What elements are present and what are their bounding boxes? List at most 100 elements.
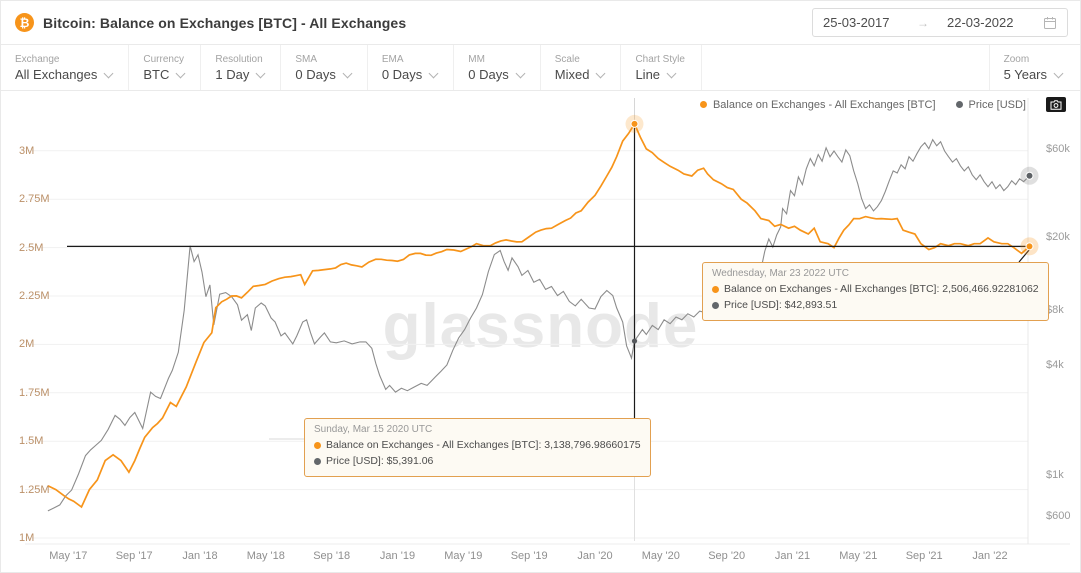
tooltip-series-dot-icon (712, 302, 719, 310)
toolbar-dropdown-sma[interactable]: SMA 0 Days (281, 45, 368, 90)
chart-legend: Balance on Exchanges - All Exchanges [BT… (699, 97, 1066, 112)
chevron-down-icon (428, 68, 439, 78)
y-left-tick-label: 2.5M (19, 241, 44, 254)
y-left-tick-label: 2.25M (19, 290, 50, 302)
dropdown-label: MM (468, 54, 485, 65)
dropdown-label: Zoom (1003, 54, 1030, 65)
y-left-tick-label: 2.75M (19, 193, 50, 206)
dropdown-value: 5 Years (1003, 67, 1047, 82)
chevron-down-icon (596, 68, 606, 78)
date-end-input[interactable]: 22-03-2022 (947, 15, 1014, 30)
y-right-tick-label: $4k (1046, 358, 1064, 371)
dropdown-label: Currency (143, 54, 184, 65)
chart-area[interactable]: glassnode Balance on Exchanges - All Exc… (1, 91, 1080, 572)
dropdown-value: 0 Days (381, 67, 423, 82)
x-tick-label: Jan '18 (182, 550, 218, 562)
toolbar-dropdown-currency[interactable]: Currency BTC (129, 45, 202, 90)
tooltip-series-dot-icon (314, 442, 321, 450)
y-left-tick-label: 2M (19, 338, 35, 351)
tooltip-mar-23-2022: Wednesday, Mar 23 2022 UTC Balance on Exc… (702, 262, 1049, 321)
dropdown-value: BTC (143, 67, 170, 82)
chevron-down-icon (175, 68, 186, 78)
legend-item-balance[interactable]: Balance on Exchanges - All Exchanges [BT… (699, 98, 936, 111)
legend-label: Price [USD] (968, 98, 1026, 111)
camera-button[interactable] (1046, 97, 1066, 112)
x-tick-label: May '17 (49, 550, 88, 562)
legend-dot-icon (955, 101, 963, 108)
page-title: Bitcoin: Balance on Exchanges [BTC] - Al… (43, 14, 407, 31)
legend-item-price[interactable]: Price [USD] (955, 98, 1026, 111)
legend-dot-icon (699, 101, 707, 108)
x-tick-label: Jan '21 (774, 550, 811, 562)
dropdown-value: 1 Day (215, 67, 250, 82)
tooltip-title: Sunday, Mar 15 2020 UTC (314, 424, 433, 435)
toolbar-dropdown-exchange[interactable]: Exchange All Exchanges (1, 45, 130, 90)
dropdown-value: Mixed (554, 67, 590, 82)
chevron-down-icon (255, 68, 266, 78)
tooltip-row-text: Balance on Exchanges - All Exchanges [BT… (724, 283, 1039, 295)
tooltip-row: Price [USD]: $42,893.51 (712, 298, 1039, 314)
y-left-tick-label: 1.25M (19, 483, 50, 496)
plot-svg[interactable] (1, 91, 1081, 573)
x-tick-label: Sep '20 (708, 550, 746, 562)
dropdown-label: Scale (554, 54, 580, 65)
tooltip-row: Balance on Exchanges - All Exchanges [BT… (314, 438, 641, 454)
dropdown-label: SMA (295, 54, 318, 65)
series-price-line (47, 138, 1030, 512)
tooltip-series-dot-icon (314, 458, 321, 466)
legend-label: Balance on Exchanges - All Exchanges [BT… (712, 98, 936, 111)
x-tick-label: Sep '18 (313, 550, 351, 562)
toolbar-dropdown-chart-style[interactable]: Chart Style Line (621, 45, 702, 90)
toolbar-dropdown-ema[interactable]: EMA 0 Days (368, 45, 455, 90)
toolbar-dropdown-mm[interactable]: MM 0 Days (454, 45, 541, 90)
dropdown-value: Line (635, 67, 661, 82)
date-range-picker[interactable]: 25-03-2017 → 22-03-2022 (812, 8, 1068, 37)
y-right-tick-label: $1k (1046, 469, 1064, 482)
x-tick-label: May '19 (444, 550, 483, 562)
toolbar-dropdown-zoom[interactable]: Zoom 5 Years (988, 45, 1080, 90)
glassnode-watermark: glassnode (382, 292, 699, 361)
chart-header: ₿ Bitcoin: Balance on Exchanges [BTC] - … (1, 1, 1080, 45)
y-left-tick-label: 1.5M (19, 435, 44, 448)
dropdown-label: Resolution (215, 54, 263, 65)
x-tick-label: Jan '19 (379, 550, 416, 562)
tooltip-pointer-line (1018, 247, 1031, 263)
toolbar-dropdown-resolution[interactable]: Resolution 1 Day (201, 45, 282, 90)
dropdown-label: EMA (381, 54, 404, 65)
y-left-tick-label: 3M (19, 144, 35, 157)
y-left-tick-label: 1M (19, 532, 35, 544)
x-tick-label: May '18 (246, 550, 285, 562)
tooltip-row-text: Price [USD]: $5,391.06 (326, 454, 434, 467)
tooltip-row-text: Balance on Exchanges - All Exchanges [BT… (326, 439, 641, 451)
chevron-down-icon (342, 68, 353, 78)
date-range-arrow-icon: → (917, 15, 929, 30)
chevron-down-icon (103, 68, 114, 78)
x-tick-label: Sep '19 (510, 550, 548, 562)
y-right-tick-label: $600 (1046, 510, 1071, 522)
tooltip-row: Price [USD]: $5,391.06 (314, 454, 641, 470)
dropdown-value: 0 Days (468, 67, 509, 82)
marker-dot-price-mar-15-2020 (631, 338, 638, 344)
date-start-input[interactable]: 25-03-2017 (823, 15, 890, 30)
calendar-icon[interactable] (1043, 16, 1057, 30)
x-tick-label: May '21 (839, 550, 878, 562)
y-right-tick-label: $8k (1046, 303, 1064, 316)
tooltip-series-dot-icon (712, 286, 719, 294)
marker-dot-balance-peak (630, 119, 639, 128)
series-balance-line (47, 122, 1031, 509)
chart-toolbar: Exchange All Exchanges Currency BTC Resoluti… (1, 45, 1080, 91)
x-tick-label: May '20 (641, 550, 680, 562)
toolbar-dropdown-scale[interactable]: Scale Mixed (541, 45, 622, 90)
dropdown-label: Chart Style (635, 54, 685, 65)
dropdown-value: All Exchanges (15, 67, 98, 82)
marker-dot-price-latest (1025, 171, 1034, 180)
x-tick-label: Sep '21 (905, 550, 943, 562)
tooltip-row-text: Price [USD]: $42,893.51 (724, 298, 838, 311)
bitcoin-icon: ₿ (15, 13, 34, 32)
x-tick-label: Jan '20 (577, 550, 613, 562)
dropdown-value: 0 Days (295, 67, 336, 82)
y-right-tick-label: $60k (1046, 143, 1070, 155)
chevron-down-icon (666, 68, 677, 78)
dropdown-label: Exchange (15, 54, 60, 65)
